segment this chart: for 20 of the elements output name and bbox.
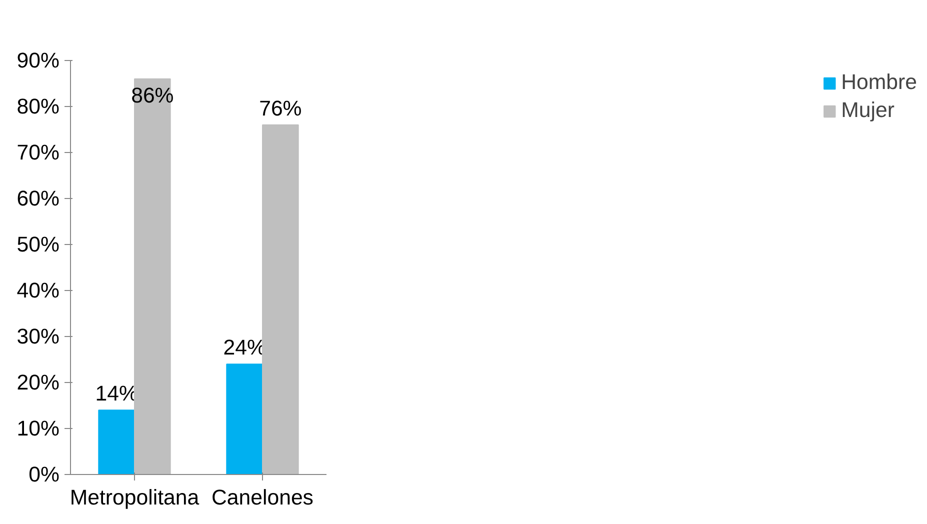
y-tick-label: 70%	[16, 140, 60, 164]
legend-label: Hombre	[841, 70, 917, 95]
y-tick-label: 60%	[16, 186, 60, 210]
y-tick-label: 20%	[16, 370, 60, 394]
y-tick-label: 10%	[16, 416, 60, 440]
bar	[98, 410, 135, 474]
y-tick-label: 0%	[28, 462, 60, 486]
x-tick-label: Metropolitana	[70, 486, 200, 510]
bar	[134, 78, 171, 474]
y-tick-label: 50%	[16, 232, 60, 256]
y-tick-label: 40%	[16, 278, 60, 302]
bar	[226, 364, 263, 474]
x-tick-label: Canelones	[212, 486, 314, 510]
bar	[262, 124, 299, 474]
y-tick-label: 90%	[16, 48, 60, 72]
y-tick-label: 30%	[16, 324, 60, 348]
y-tick-label: 80%	[16, 94, 60, 118]
data-label: 76%	[259, 96, 302, 120]
legend-label: Mujer	[841, 98, 894, 123]
data-label: 86%	[131, 84, 174, 108]
